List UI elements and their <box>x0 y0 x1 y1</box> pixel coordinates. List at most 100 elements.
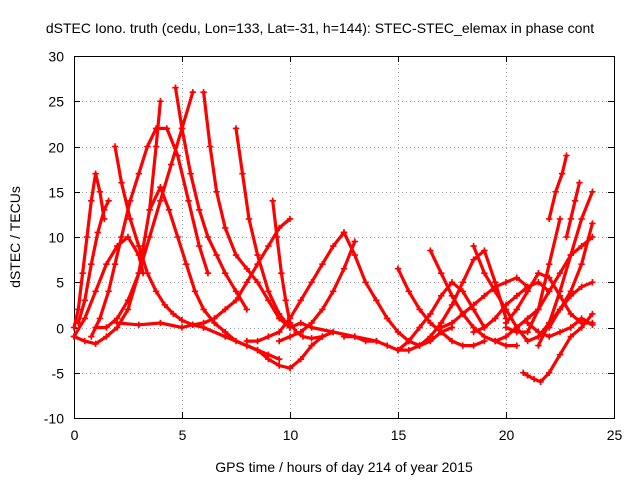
data-point <box>111 143 119 150</box>
data-point <box>524 372 531 379</box>
series-line <box>93 90 195 330</box>
data-point <box>330 328 337 336</box>
data-point <box>297 297 304 304</box>
series-20 <box>394 265 488 349</box>
data-point <box>394 346 402 354</box>
data-point <box>556 270 564 277</box>
data-point <box>75 306 82 313</box>
data-point <box>126 215 134 223</box>
series-6 <box>111 143 207 331</box>
data-point <box>571 197 579 204</box>
data-point <box>254 337 261 345</box>
data-point <box>330 288 337 295</box>
data-point <box>552 188 559 195</box>
data-point <box>308 342 315 349</box>
data-point <box>481 292 488 300</box>
data-point <box>70 324 78 331</box>
data-point <box>70 333 78 340</box>
data-point <box>589 188 596 195</box>
data-series <box>70 84 596 385</box>
data-point <box>546 319 553 327</box>
data-point <box>135 170 142 177</box>
data-point <box>362 279 369 286</box>
series-1 <box>70 170 108 331</box>
data-point <box>589 321 596 328</box>
data-point <box>502 279 510 286</box>
data-point <box>276 355 283 363</box>
series-line <box>271 199 335 340</box>
data-point <box>524 337 531 345</box>
y-tick-label: 20 <box>48 140 64 156</box>
series-14 <box>200 324 326 372</box>
data-point <box>163 125 171 132</box>
data-point <box>88 260 95 268</box>
data-point <box>535 333 542 340</box>
series-line <box>472 244 595 343</box>
series-33 <box>470 242 596 345</box>
data-point <box>297 319 304 327</box>
data-point <box>265 355 272 363</box>
data-point <box>578 260 585 268</box>
data-point <box>535 279 542 286</box>
axis-ticks <box>74 56 615 419</box>
data-point <box>161 301 168 309</box>
data-point <box>308 319 315 327</box>
y-tick-label: 10 <box>48 230 64 246</box>
data-point <box>286 365 294 372</box>
data-point <box>470 342 477 349</box>
data-point <box>340 229 348 236</box>
data-point <box>524 328 531 336</box>
data-point <box>459 310 466 318</box>
data-point <box>427 310 434 318</box>
series-8 <box>172 84 250 313</box>
data-point <box>537 378 544 385</box>
data-point <box>265 288 272 295</box>
data-point <box>196 206 203 214</box>
data-point <box>319 333 326 340</box>
y-tick-label: -10 <box>44 411 64 427</box>
data-point <box>265 297 272 304</box>
data-point <box>92 288 99 295</box>
data-point <box>513 342 520 349</box>
data-point <box>286 333 294 340</box>
data-point <box>308 335 315 342</box>
data-point <box>546 288 553 295</box>
data-point <box>448 301 456 309</box>
x-tick-label: 25 <box>607 427 623 443</box>
data-point <box>459 279 466 286</box>
data-point <box>492 315 499 322</box>
data-point <box>513 306 520 313</box>
series-line <box>418 249 508 348</box>
data-point <box>567 292 574 300</box>
data-point <box>114 319 121 327</box>
data-point <box>222 333 229 340</box>
data-point <box>502 324 510 331</box>
data-point <box>183 260 190 268</box>
data-point <box>157 197 164 204</box>
data-point <box>567 251 574 259</box>
data-point <box>88 197 95 204</box>
data-point <box>124 233 132 241</box>
series-4 <box>70 98 164 347</box>
data-point <box>563 152 570 159</box>
data-point <box>589 279 596 286</box>
data-point <box>135 321 142 328</box>
data-point <box>79 270 86 277</box>
series-11 <box>232 125 380 345</box>
data-point <box>92 170 99 177</box>
series-16 <box>276 238 358 345</box>
data-point <box>146 233 153 241</box>
data-point <box>165 206 173 214</box>
data-point <box>232 125 240 132</box>
series-line <box>173 86 249 311</box>
data-point <box>535 270 542 277</box>
data-point <box>576 179 583 186</box>
x-tick-label: 10 <box>283 427 299 443</box>
data-point <box>394 265 402 272</box>
data-point <box>204 233 212 241</box>
data-point <box>152 288 160 295</box>
data-point <box>265 333 272 340</box>
data-point <box>81 297 88 304</box>
data-point <box>556 328 564 336</box>
x-tick-labels: 0 5 10 15 20 25 <box>71 427 623 443</box>
